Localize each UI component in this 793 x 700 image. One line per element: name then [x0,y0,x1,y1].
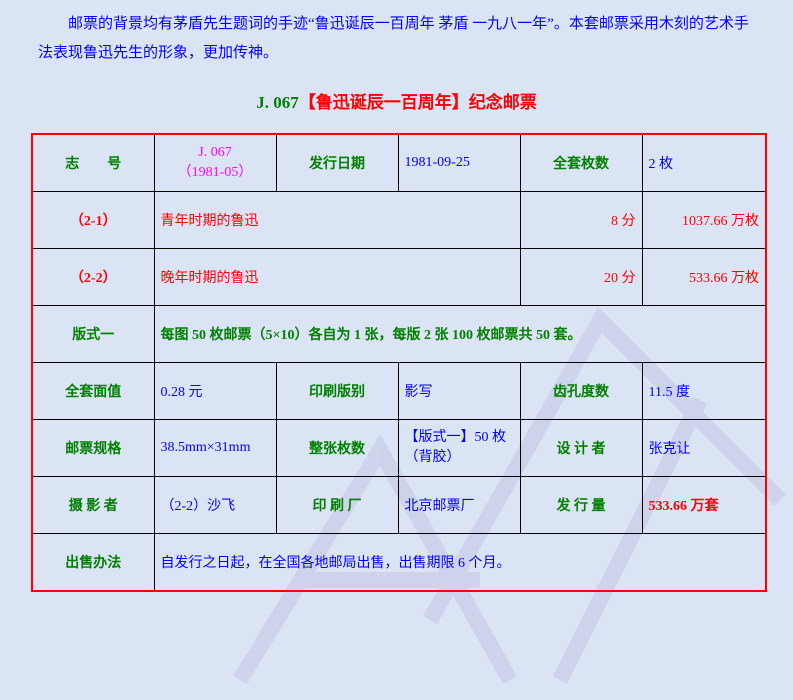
stamp-qty: 533.66 万枚 [641,248,767,306]
circulation-value: 533.66 万套 [641,476,767,534]
page-title: J. 067【鲁迅诞辰一百周年】纪念邮票 [0,88,793,113]
title-name: 【鲁迅诞辰一百周年】纪念邮票 [298,93,537,112]
zhihao-label: 志 号 [31,133,155,192]
perf-label: 齿孔度数 [519,362,643,420]
print-type-label: 印刷版别 [275,362,399,420]
table-row: （2-2） 晚年时期的鲁迅 20 分 533.66 万枚 [31,248,767,306]
issue-date-value: 1981-09-25 [397,133,521,192]
format-value: 每图 50 枚邮票（5×10）各自为 1 张，每版 2 张 100 枚邮票共 5… [153,305,767,363]
issue-date-label: 发行日期 [275,133,399,192]
format-label: 版式一 [31,305,155,363]
photographer-value: （2-2）沙飞 [153,476,277,534]
sheet-value: 【版式一】50 枚（背胶） [397,419,521,477]
sale-label: 出售办法 [31,533,155,592]
stamp-qty: 1037.66 万枚 [641,191,767,249]
table-row: 全套面值 0.28 元 印刷版别 影写 齿孔度数 11.5 度 [31,362,767,420]
stamp-name: 晚年时期的鲁迅 [153,248,521,306]
stamp-face: 8 分 [519,191,643,249]
table-row: 出售办法 自发行之日起，在全国各地邮局出售，出售期限 6 个月。 [31,533,767,592]
perf-value: 11.5 度 [641,362,767,420]
set-count-label: 全套枚数 [519,133,643,192]
face-total-label: 全套面值 [31,362,155,420]
face-total-value: 0.28 元 [153,362,277,420]
table-row: 摄 影 者 （2-2）沙飞 印 刷 厂 北京邮票厂 发 行 量 533.66 万… [31,476,767,534]
sheet-label: 整张枚数 [275,419,399,477]
table-row: 邮票规格 38.5mm×31mm 整张枚数 【版式一】50 枚（背胶） 设 计 … [31,419,767,477]
size-label: 邮票规格 [31,419,155,477]
print-type-value: 影写 [397,362,521,420]
set-count-value: 2 枚 [641,133,767,192]
printer-value: 北京邮票厂 [397,476,521,534]
size-value: 38.5mm×31mm [153,419,277,477]
stamp-face: 20 分 [519,248,643,306]
table-row: （2-1） 青年时期的鲁迅 8 分 1037.66 万枚 [31,191,767,249]
stamp-info-table: 志 号 J. 067 （1981-05） 发行日期 1981-09-25 全套枚数… [31,133,767,592]
stamp-no: （2-2） [31,248,155,306]
circulation-label: 发 行 量 [519,476,643,534]
table-row: 版式一 每图 50 枚邮票（5×10）各自为 1 张，每版 2 张 100 枚邮… [31,305,767,363]
stamp-no: （2-1） [31,191,155,249]
designer-label: 设 计 者 [519,419,643,477]
title-code: J. 067 [256,93,299,112]
photographer-label: 摄 影 者 [31,476,155,534]
zhihao-value: J. 067 （1981-05） [153,133,277,192]
designer-value: 张克让 [641,419,767,477]
table-row: 志 号 J. 067 （1981-05） 发行日期 1981-09-25 全套枚数… [31,133,767,192]
printer-label: 印 刷 厂 [275,476,399,534]
intro-paragraph: 邮票的背景均有茅盾先生题词的手迹“鲁迅诞辰一百周年 茅盾 一九八一年”。本套邮票… [38,16,749,61]
sale-value: 自发行之日起，在全国各地邮局出售，出售期限 6 个月。 [153,533,767,592]
stamp-name: 青年时期的鲁迅 [153,191,521,249]
